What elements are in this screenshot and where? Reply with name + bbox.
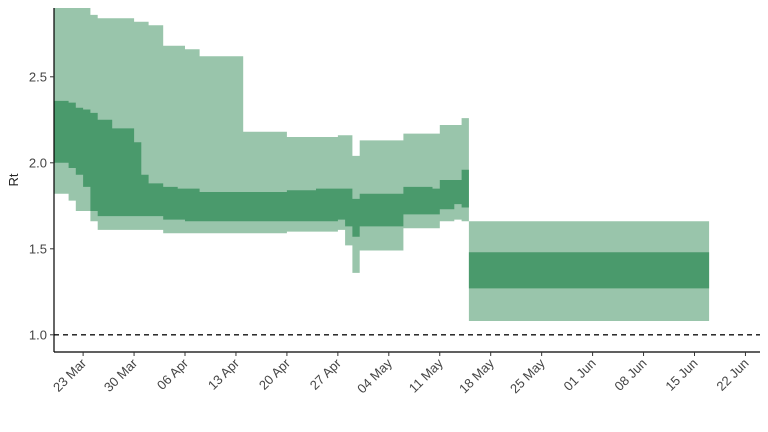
- x-tick-label: 08 Jun: [611, 356, 649, 394]
- x-tick-label: 27 Apr: [307, 355, 345, 393]
- outer-interval-band: [54, 8, 710, 321]
- x-tick-label: 30 Mar: [101, 355, 141, 395]
- x-tick-label: 01 Jun: [561, 356, 599, 394]
- x-tick-label: 23 Mar: [50, 355, 90, 395]
- x-tick-label: 22 Jun: [713, 356, 751, 394]
- x-tick-label: 13 Apr: [205, 355, 243, 393]
- x-tick-label: 20 Apr: [256, 355, 294, 393]
- y-tick-label: 1.5: [29, 241, 47, 256]
- x-tick-label: 15 Jun: [662, 356, 700, 394]
- bands: [54, 8, 710, 321]
- y-tick-label: 1.0: [29, 327, 47, 342]
- y-tick-label: 2.0: [29, 155, 47, 170]
- x-tick-label: 04 May: [354, 355, 395, 396]
- inner-interval-band: [54, 100, 710, 289]
- y-axis-label: Rt: [6, 173, 21, 186]
- y-tick-label: 2.5: [29, 69, 47, 84]
- x-tick-label: 06 Apr: [154, 355, 192, 393]
- x-tick-label: 25 May: [507, 355, 548, 396]
- x-tick-label: 18 May: [456, 355, 497, 396]
- x-tick-label: 11 May: [406, 355, 446, 395]
